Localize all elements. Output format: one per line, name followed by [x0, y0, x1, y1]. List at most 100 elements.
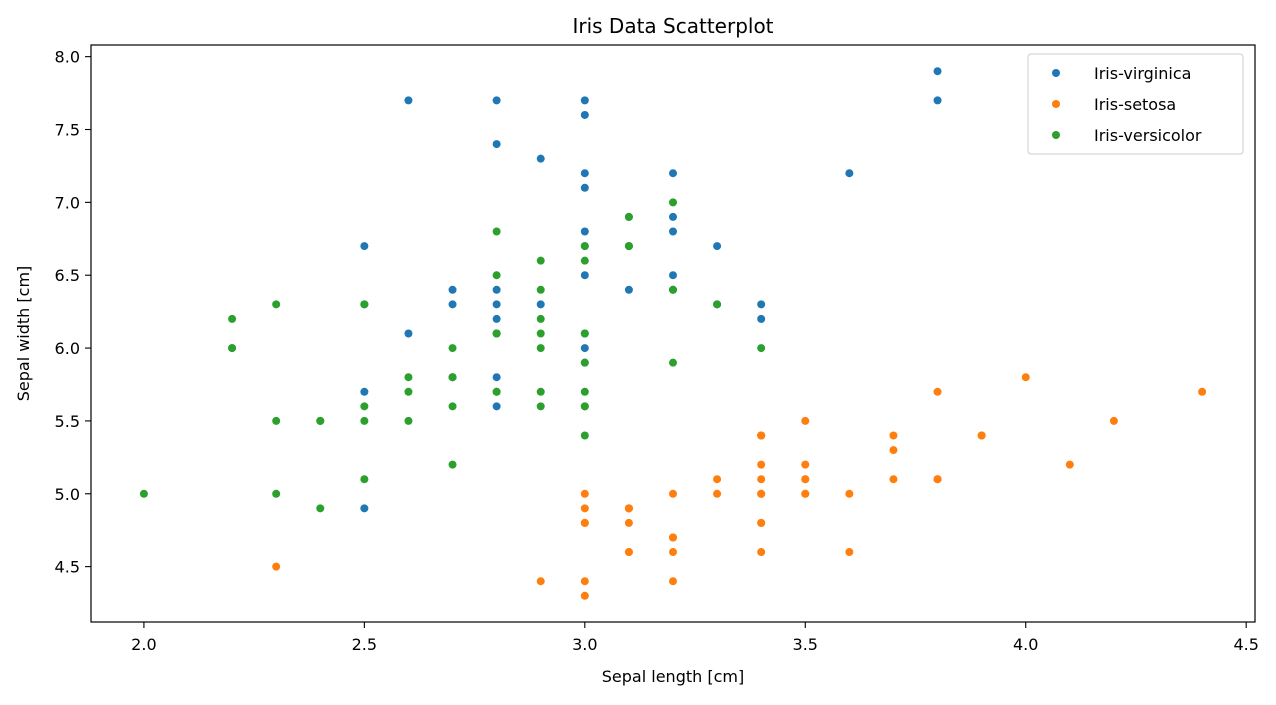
data-point: [316, 416, 325, 425]
data-point: [404, 387, 413, 396]
series-iris-versicolor: [139, 198, 766, 513]
data-point: [801, 489, 810, 498]
data-point: [580, 256, 589, 265]
data-point: [933, 387, 942, 396]
data-point: [669, 489, 677, 498]
data-point: [272, 300, 281, 309]
y-tick-label: 5.5: [55, 412, 80, 431]
data-point: [448, 460, 457, 469]
data-point: [272, 416, 281, 425]
data-point: [536, 300, 545, 309]
x-tick-label: 4.0: [1013, 635, 1038, 654]
data-point: [492, 96, 501, 105]
data-point: [536, 314, 545, 323]
data-point: [889, 446, 898, 455]
data-point: [669, 169, 677, 178]
data-point: [580, 110, 589, 119]
data-point: [801, 416, 810, 425]
legend-label: Iris-versicolor: [1094, 126, 1202, 145]
data-point: [669, 548, 677, 557]
legend-item-iris-versicolor: Iris-versicolor: [1052, 126, 1202, 145]
data-point: [536, 285, 545, 294]
data-point: [580, 227, 589, 236]
data-point: [933, 475, 942, 484]
data-point: [580, 329, 589, 338]
data-point: [492, 300, 501, 309]
legend-marker: [1052, 69, 1060, 77]
x-tick-label: 4.5: [1233, 635, 1258, 654]
data-point: [580, 242, 589, 251]
data-point: [316, 504, 325, 513]
data-point: [404, 416, 413, 425]
data-point: [757, 518, 766, 527]
data-point: [624, 518, 633, 527]
legend: Iris-virginica Iris-setosa Iris-versicolor: [1027, 53, 1244, 155]
data-point: [492, 227, 501, 236]
data-point: [669, 358, 677, 367]
data-point: [536, 387, 545, 396]
legend-box: [1027, 53, 1244, 155]
y-tick-label: 6.5: [55, 266, 80, 285]
data-point: [448, 373, 457, 382]
data-point: [713, 475, 722, 484]
data-point: [360, 300, 369, 309]
data-point: [757, 489, 766, 498]
data-point: [1109, 416, 1118, 425]
legend-label: Iris-virginica: [1094, 64, 1191, 83]
data-point: [757, 460, 766, 469]
data-point: [757, 475, 766, 484]
data-point: [492, 329, 501, 338]
x-tick-label: 2.0: [131, 635, 156, 654]
data-point: [448, 285, 457, 294]
data-point: [669, 198, 677, 207]
data-point: [492, 373, 501, 382]
legend-item-iris-setosa: Iris-setosa: [1052, 95, 1176, 114]
data-point: [669, 285, 677, 294]
data-point: [448, 402, 457, 411]
data-point: [580, 577, 589, 586]
data-point: [360, 475, 369, 484]
legend-item-iris-virginica: Iris-virginica: [1052, 64, 1191, 83]
data-point: [139, 489, 148, 498]
data-point: [404, 373, 413, 382]
data-point: [272, 489, 281, 498]
data-point: [580, 387, 589, 396]
x-tick-label: 3.0: [572, 635, 597, 654]
y-tick-label: 8.0: [55, 48, 80, 67]
data-point: [536, 154, 545, 163]
data-point: [536, 329, 545, 338]
data-point: [492, 402, 501, 411]
data-points: [139, 67, 1207, 600]
data-point: [580, 358, 589, 367]
legend-marker: [1052, 131, 1060, 139]
data-point: [713, 242, 722, 251]
data-point: [624, 504, 633, 513]
data-point: [360, 387, 369, 396]
data-point: [713, 489, 722, 498]
data-point: [492, 271, 501, 280]
x-tick-label: 2.5: [352, 635, 377, 654]
x-tick-label: 3.5: [793, 635, 818, 654]
data-point: [536, 256, 545, 265]
data-point: [228, 314, 237, 323]
legend-marker: [1052, 100, 1060, 108]
data-point: [272, 562, 281, 571]
data-point: [360, 402, 369, 411]
data-point: [977, 431, 986, 440]
x-axis-label: Sepal length [cm]: [602, 667, 744, 686]
chart-title: Iris Data Scatterplot: [572, 14, 773, 38]
data-point: [580, 169, 589, 178]
y-tick-label: 7.0: [55, 193, 80, 212]
data-point: [933, 67, 942, 76]
data-point: [580, 431, 589, 440]
data-point: [757, 431, 766, 440]
data-point: [801, 475, 810, 484]
data-point: [624, 285, 633, 294]
data-point: [492, 387, 501, 396]
data-point: [492, 285, 501, 294]
data-point: [889, 475, 898, 484]
data-point: [757, 548, 766, 557]
series-iris-virginica: [228, 67, 942, 513]
